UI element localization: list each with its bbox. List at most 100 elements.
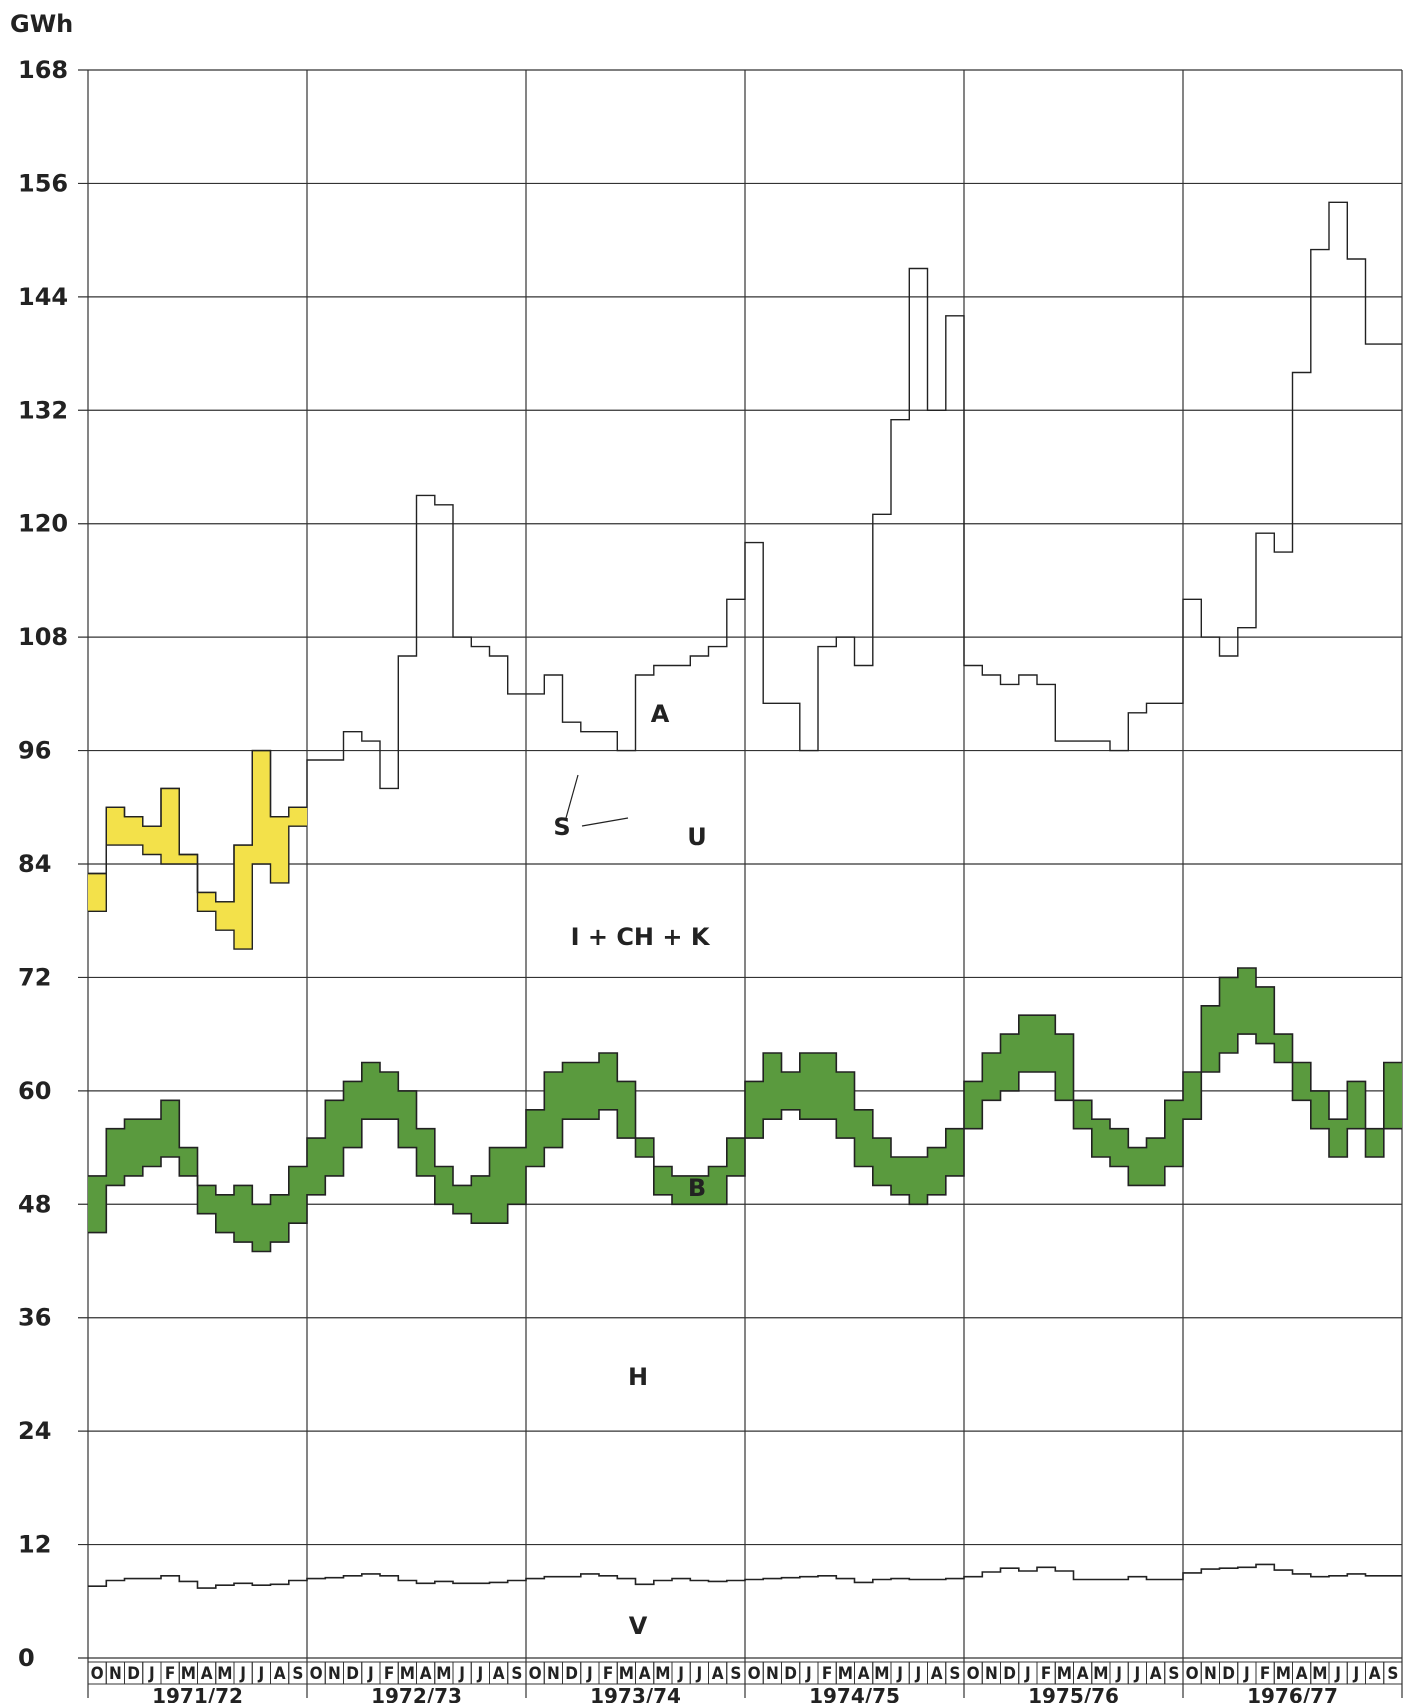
y-tick-label: 156 — [18, 169, 68, 197]
y-tick-label: 48 — [18, 1190, 51, 1218]
series-S-U-band — [88, 750, 307, 950]
month-label: O — [967, 1664, 980, 1684]
month-cell — [1383, 1661, 1403, 1685]
y-tick-label: 0 — [18, 1644, 35, 1672]
region-label-b: B — [688, 1174, 706, 1202]
month-label: S — [292, 1664, 303, 1684]
series-lines — [88, 201, 1402, 1589]
month-label: O — [91, 1664, 104, 1684]
month-label: J — [1334, 1664, 1341, 1684]
series-V-line — [88, 1563, 1402, 1589]
month-label: O — [310, 1664, 323, 1684]
month-label: M — [400, 1664, 415, 1684]
pointer-line — [581, 817, 629, 827]
y-tick-label: 12 — [18, 1531, 51, 1559]
month-label: F — [822, 1664, 832, 1684]
region-label-h: H — [628, 1363, 648, 1391]
year-label: 1974/75 — [809, 1684, 900, 1703]
region-labels: A S U I + CH + K B H V — [553, 700, 710, 1640]
month-label: M — [619, 1664, 634, 1684]
month-label: M — [181, 1664, 196, 1684]
y-tick-label: 72 — [18, 963, 51, 991]
month-label: S — [1168, 1664, 1179, 1684]
month-label: S — [949, 1664, 960, 1684]
y-tick-label: 60 — [18, 1077, 51, 1105]
month-label: J — [148, 1664, 155, 1684]
month-label: D — [1222, 1664, 1235, 1684]
month-label: A — [201, 1664, 213, 1684]
month-label: J — [1024, 1664, 1031, 1684]
month-label: N — [109, 1664, 122, 1684]
month-label: N — [328, 1664, 341, 1684]
month-label: A — [639, 1664, 651, 1684]
month-label: A — [712, 1664, 724, 1684]
y-tick-label: 108 — [18, 623, 68, 651]
region-label-v: V — [629, 1612, 648, 1640]
month-label: J — [896, 1664, 903, 1684]
year-label: 1975/76 — [1028, 1684, 1119, 1703]
y-tick-label: 168 — [18, 56, 68, 84]
month-label: N — [547, 1664, 560, 1684]
y-tick-label: 120 — [18, 510, 68, 538]
month-label: J — [367, 1664, 374, 1684]
region-label-a: A — [651, 700, 670, 728]
month-label: M — [1276, 1664, 1291, 1684]
month-label: F — [1260, 1664, 1270, 1684]
month-label: J — [1353, 1664, 1360, 1684]
year-label: 1976/77 — [1247, 1684, 1338, 1703]
month-label: O — [748, 1664, 761, 1684]
month-label: A — [274, 1664, 286, 1684]
month-label: S — [511, 1664, 522, 1684]
month-label: A — [493, 1664, 505, 1684]
month-label: F — [603, 1664, 613, 1684]
year-label: 1972/73 — [371, 1684, 462, 1703]
series-H-line — [88, 1033, 1402, 1253]
month-label: M — [1093, 1664, 1108, 1684]
month-label: J — [696, 1664, 703, 1684]
month-label: A — [420, 1664, 432, 1684]
region-label-ichk: I + CH + K — [571, 923, 711, 951]
month-label: J — [1243, 1664, 1250, 1684]
month-label: M — [1312, 1664, 1327, 1684]
month-label: N — [985, 1664, 998, 1684]
y-tick-label: 84 — [18, 850, 51, 878]
month-label: A — [1150, 1664, 1162, 1684]
month-label: D — [127, 1664, 140, 1684]
pointer-line — [565, 774, 579, 819]
month-label: J — [458, 1664, 465, 1684]
month-label: J — [258, 1664, 265, 1684]
month-label: A — [1296, 1664, 1308, 1684]
month-label: F — [165, 1664, 175, 1684]
month-label: J — [1115, 1664, 1122, 1684]
y-tick-label: 36 — [18, 1304, 51, 1332]
month-label: D — [784, 1664, 797, 1684]
month-label: A — [858, 1664, 870, 1684]
month-label: A — [1077, 1664, 1089, 1684]
month-label: J — [1134, 1664, 1141, 1684]
month-label: M — [655, 1664, 670, 1684]
month-label: F — [1041, 1664, 1051, 1684]
month-label: J — [239, 1664, 246, 1684]
region-label-s: S — [553, 813, 570, 841]
month-label: O — [529, 1664, 542, 1684]
month-label: M — [838, 1664, 853, 1684]
month-label: D — [565, 1664, 578, 1684]
month-label: J — [477, 1664, 484, 1684]
month-label: S — [730, 1664, 741, 1684]
year-label: 1971/72 — [152, 1684, 243, 1703]
y-tick-label: 144 — [18, 283, 68, 311]
y-tick-label: 96 — [18, 737, 51, 765]
month-label: M — [1057, 1664, 1072, 1684]
region-label-u: U — [687, 823, 707, 851]
grid — [78, 69, 1403, 1698]
month-label: F — [384, 1664, 394, 1684]
month-label: D — [1003, 1664, 1016, 1684]
y-axis-unit-label: GWh — [10, 10, 73, 38]
y-tick-label: 132 — [18, 396, 68, 424]
month-label: S — [1387, 1664, 1398, 1684]
month-label: D — [346, 1664, 359, 1684]
year-label: 1973/74 — [590, 1684, 681, 1703]
month-label: J — [805, 1664, 812, 1684]
month-label: M — [874, 1664, 889, 1684]
series-B-line — [88, 967, 1402, 1206]
